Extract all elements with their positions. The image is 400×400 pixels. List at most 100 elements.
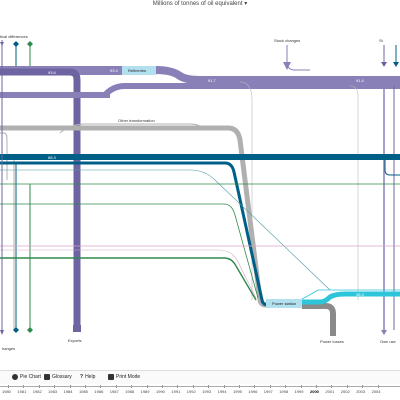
- timeline-tick: [8, 385, 9, 388]
- timeline-year-1992[interactable]: 1992: [186, 389, 196, 394]
- marker-stat-diff-2[interactable]: [13, 41, 19, 47]
- label-stock-changes-right[interactable]: St: [379, 38, 383, 43]
- timeline-year-1982[interactable]: 1982: [32, 389, 42, 394]
- timeline-tick: [177, 385, 179, 388]
- label-own-use[interactable]: Own use: [380, 339, 396, 344]
- timeline-year-1980[interactable]: 1980: [2, 389, 11, 394]
- value-91-4[interactable]: 91.4: [356, 78, 364, 83]
- timeline-year-1990[interactable]: 1990: [156, 389, 165, 394]
- timeline-tick: [223, 385, 225, 388]
- timeline-year-1998[interactable]: 1998: [279, 389, 289, 394]
- value-38-3[interactable]: 38.3: [356, 292, 364, 297]
- timeline-tick: [346, 385, 348, 388]
- marker-stat-diff-1[interactable]: [0, 42, 4, 46]
- label-stock-changes-top[interactable]: Stock changes: [274, 38, 301, 43]
- timeline-tick: [300, 385, 302, 388]
- print-icon: [108, 373, 114, 380]
- timeline-year-1995[interactable]: 1995: [233, 389, 242, 394]
- value-93-4[interactable]: 93.4: [110, 68, 118, 73]
- timeline-tick: [115, 385, 117, 388]
- label-other-transformation[interactable]: Other transformation: [118, 118, 155, 123]
- flow-oil-thin-down-2[interactable]: [349, 85, 359, 300]
- marker-right-top-1[interactable]: [381, 62, 387, 67]
- glossary-label: Glossary: [52, 374, 72, 380]
- label-refineries[interactable]: Refineries: [128, 68, 147, 73]
- year-timeline[interactable]: 1980 1981 1982 1983 1984 1985 1986 1987 1988 1989…: [0, 384, 400, 400]
- timeline-tick: [162, 385, 163, 388]
- timeline-tick: [100, 385, 102, 388]
- flow-oil-to-right[interactable]: [102, 83, 400, 98]
- timeline-year-1999[interactable]: 1999: [294, 389, 304, 394]
- timeline-year-1987[interactable]: 1987: [109, 389, 119, 394]
- chevron-down-icon: ▾: [244, 1, 248, 7]
- unit-selector[interactable]: Millions of tonnes of oil equivalent ▾: [152, 1, 248, 7]
- timeline-tick: [239, 385, 240, 388]
- marker-gas-stat-down[interactable]: [13, 327, 19, 333]
- print-mode-button[interactable]: Print Mode: [108, 373, 140, 382]
- flow-gas-own-use[interactable]: [384, 157, 400, 176]
- marker-stat-bottom[interactable]: [0, 330, 4, 335]
- flow-oil-exports[interactable]: [0, 68, 81, 330]
- flow-power-losses[interactable]: [302, 303, 336, 336]
- node-power-station[interactable]: [266, 299, 302, 308]
- flow-other-transformation[interactable]: [59, 123, 206, 134]
- flow-gas-teal[interactable]: [0, 169, 331, 291]
- glossary-button[interactable]: Glossary: [44, 373, 72, 382]
- timeline-year-1997[interactable]: 1997: [263, 389, 273, 394]
- marker-green-down[interactable]: [27, 327, 33, 333]
- timeline-year-1981[interactable]: 1981: [17, 389, 27, 394]
- timeline-year-2002[interactable]: 2002: [340, 389, 350, 394]
- marker-exports[interactable]: [73, 325, 81, 332]
- value-93-6[interactable]: 93.6: [48, 70, 56, 75]
- marker-stat-diff-3[interactable]: [27, 41, 33, 47]
- timeline-tick: [316, 385, 317, 388]
- value-68-3[interactable]: 68.3: [48, 155, 56, 160]
- pie-chart-icon: [12, 373, 18, 380]
- marker-right-top-2[interactable]: [393, 62, 399, 67]
- label-exports[interactable]: Exports: [68, 338, 82, 343]
- marker-own-use[interactable]: [381, 330, 387, 335]
- timeline-year-1988[interactable]: 1988: [125, 389, 135, 394]
- label-statistical-differences[interactable]: tical differences: [0, 34, 28, 39]
- label-power-station[interactable]: Power station: [272, 301, 297, 306]
- timeline-year-1986[interactable]: 1986: [94, 389, 104, 394]
- timeline-tick: [331, 385, 333, 388]
- timeline-year-2004[interactable]: 2004: [371, 389, 381, 394]
- timeline-year-2000[interactable]: 2000: [310, 389, 319, 394]
- flow-stock-changes-top[interactable]: [286, 45, 310, 71]
- pie-chart-button[interactable]: Pie Chart: [12, 373, 41, 382]
- flow-electricity-thin[interactable]: [301, 289, 400, 300]
- timeline-year-2001[interactable]: 2001: [325, 389, 335, 394]
- label-power-losses[interactable]: Power losses: [320, 339, 344, 344]
- timeline-year-1996[interactable]: 1996: [248, 389, 258, 394]
- timeline-year-1991[interactable]: 1991: [171, 389, 181, 394]
- flow-pink-2[interactable]: [0, 249, 257, 299]
- timeline-year-1983[interactable]: 1983: [48, 389, 58, 394]
- timeline-tick: [54, 385, 56, 388]
- timeline-tick: [23, 385, 25, 388]
- flow-coal-left-down[interactable]: [0, 132, 8, 180]
- flow-electricity[interactable]: [302, 291, 400, 305]
- timeline-year-1984[interactable]: 1984: [63, 389, 73, 394]
- label-stock-changes-bottom[interactable]: hanges: [2, 346, 16, 351]
- timeline-year-2003[interactable]: 2003: [356, 389, 366, 394]
- timeline-year-1994[interactable]: 1994: [217, 389, 227, 394]
- timeline-tick: [131, 385, 133, 388]
- node-refineries[interactable]: [122, 66, 156, 75]
- flow-gas-to-power[interactable]: [0, 161, 269, 307]
- timeline-year-1993[interactable]: 1993: [202, 389, 212, 394]
- timeline-tick: [85, 385, 86, 388]
- flow-oil-refined[interactable]: [155, 66, 400, 84]
- flow-green-2[interactable]: [0, 203, 259, 299]
- flow-oil-thin-down-1[interactable]: [239, 81, 253, 300]
- marker-stock-changes-top[interactable]: [283, 62, 291, 70]
- help-button[interactable]: ? Help: [80, 373, 95, 382]
- timeline-tick: [285, 385, 287, 388]
- timeline-year-1989[interactable]: 1989: [140, 389, 150, 394]
- timeline-track: [0, 386, 400, 387]
- help-label: Help: [85, 374, 96, 380]
- value-91-7[interactable]: 91.7: [208, 78, 216, 83]
- timeline-year-1985[interactable]: 1985: [79, 389, 88, 394]
- flow-green-3[interactable]: [0, 257, 257, 301]
